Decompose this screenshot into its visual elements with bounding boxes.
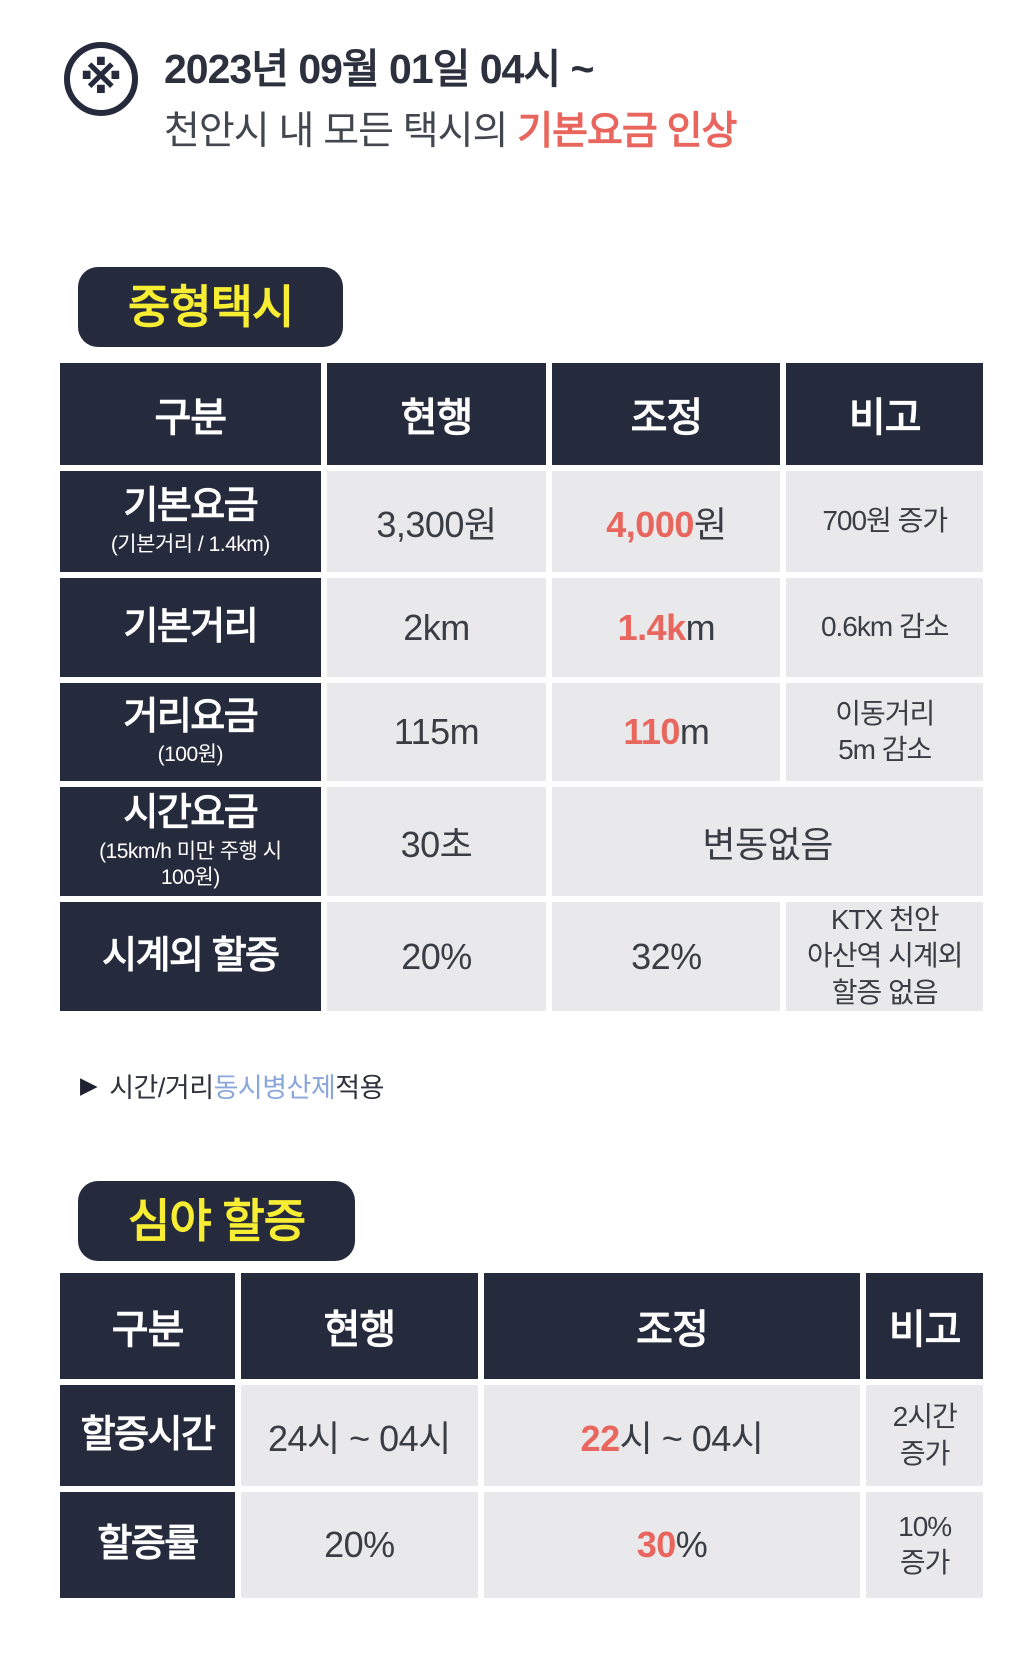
column-header-adjusted: 조정 bbox=[546, 357, 787, 471]
note-line: KTX 천안 bbox=[830, 904, 940, 935]
table-row-time-fare: 시간요금 (15km/h 미만 주행 시 100원) 30초 변동없음 bbox=[54, 781, 989, 902]
footnote-suffix: 적용 bbox=[335, 1073, 384, 1103]
notice-titles: 2023년 09월 01일 04시 ~ 천안시 내 모든 택시의 기본요금 인상 bbox=[164, 42, 737, 155]
column-header-current: 현행 bbox=[320, 357, 553, 471]
table-row-out-of-city-surcharge: 시계외 할증 20% 32% KTX 천안 아산역 시계외 할증 없음 bbox=[54, 895, 989, 1018]
cell-note: 700원 증가 bbox=[780, 465, 989, 578]
cell-current: 20% bbox=[235, 1486, 484, 1604]
late-night-surcharge-table: 구분 현행 조정 비고 할증시간 24시 ~ 04시 22시 ~ 04시 2시간… bbox=[53, 1267, 989, 1604]
notice-subtitle: 천안시 내 모든 택시의 기본요금 인상 bbox=[164, 110, 737, 155]
reference-mark-glyph: ※ bbox=[79, 54, 123, 103]
note-line: 700원 증가 bbox=[822, 505, 948, 537]
reference-mark-icon: ※ bbox=[64, 42, 138, 116]
row-label: 할증시간 bbox=[53, 1379, 242, 1492]
triangle-bullet-icon: ▶ bbox=[80, 1072, 98, 1098]
notice-header: ※ 2023년 09월 01일 04시 ~ 천안시 내 모든 택시의 기본요금 … bbox=[64, 42, 737, 155]
row-label-sub: 100원) bbox=[160, 865, 220, 889]
cell-adjusted: 30% bbox=[477, 1486, 867, 1604]
medium-taxi-fare-table: 구분 현행 조정 비고 기본요금 (기본거리 / 1.4km) 3,300원 4… bbox=[54, 357, 989, 1018]
table-row-base-distance: 기본거리 2km 1.4km 0.6km 감소 bbox=[54, 572, 989, 683]
column-header-adjusted: 조정 bbox=[477, 1267, 867, 1385]
table-row-surcharge-hours: 할증시간 24시 ~ 04시 22시 ~ 04시 2시간 증가 bbox=[53, 1379, 989, 1492]
adjusted-value-unit: 원 bbox=[693, 503, 727, 545]
note-line: 2시간 bbox=[892, 1401, 958, 1433]
row-label-main: 시간요금 bbox=[123, 791, 258, 834]
row-label-sub: (기본거리 / 1.4km) bbox=[110, 532, 270, 556]
row-label-main: 기본요금 bbox=[123, 485, 258, 528]
cell-adjusted: 22시 ~ 04시 bbox=[477, 1379, 867, 1492]
adjusted-value-highlight: 4,000 bbox=[606, 503, 694, 545]
row-label-sub: (100원) bbox=[157, 743, 224, 767]
row-label-main: 할증률 bbox=[97, 1523, 199, 1566]
adjusted-value-unit: m bbox=[679, 711, 710, 752]
table-row-base-fare: 기본요금 (기본거리 / 1.4km) 3,300원 4,000원 700원 증… bbox=[54, 465, 989, 578]
table-header-row: 구분 현행 조정 비고 bbox=[53, 1267, 989, 1385]
column-header-note: 비고 bbox=[860, 1267, 989, 1385]
cell-current: 20% bbox=[320, 895, 553, 1018]
badge-medium-taxi: 중형택시 bbox=[78, 267, 344, 347]
notice-date-title: 2023년 09월 01일 04시 ~ bbox=[164, 46, 594, 92]
row-label-main: 시계외 할증 bbox=[102, 934, 280, 977]
adjusted-value-highlight: 30 bbox=[636, 1524, 677, 1565]
column-header-note: 비고 bbox=[780, 357, 989, 471]
cell-current: 24시 ~ 04시 bbox=[235, 1379, 484, 1492]
row-label-main: 기본거리 bbox=[123, 605, 258, 648]
cell-note: 10% 증가 bbox=[860, 1486, 989, 1604]
row-label: 시계외 할증 bbox=[54, 895, 327, 1018]
note-line: 할증 없음 bbox=[831, 976, 939, 1008]
footnote-term-link: 동시병산제 bbox=[213, 1073, 336, 1103]
row-label-main: 할증시간 bbox=[80, 1413, 216, 1456]
note-line: 0.6km 감소 bbox=[820, 611, 950, 643]
note-line: 이동거리 bbox=[835, 697, 935, 729]
column-header-current: 현행 bbox=[235, 1267, 484, 1385]
note-line: 아산역 시계외 bbox=[807, 940, 963, 972]
cell-note: 0.6km 감소 bbox=[780, 572, 989, 683]
adjusted-value-unit: % bbox=[675, 1524, 708, 1565]
cell-merged-no-change: 변동없음 bbox=[546, 781, 989, 902]
row-label: 할증률 bbox=[53, 1486, 242, 1604]
note-line: 10% bbox=[898, 1510, 952, 1542]
row-label-sub: (15km/h 미만 주행 시 bbox=[99, 839, 282, 863]
row-label: 시간요금 (15km/h 미만 주행 시 100원) bbox=[54, 781, 327, 902]
cell-note: 이동거리 5m 감소 bbox=[780, 677, 989, 787]
adjusted-value-highlight: 110 bbox=[623, 711, 680, 752]
table-row-surcharge-rate: 할증률 20% 30% 10% 증가 bbox=[53, 1486, 989, 1604]
adjusted-value-highlight: 22 bbox=[580, 1417, 621, 1459]
note-line: 5m 감소 bbox=[838, 734, 932, 765]
cell-current: 30초 bbox=[320, 781, 553, 902]
cell-adjusted: 32% bbox=[546, 895, 787, 1018]
cell-adjusted: 1.4km bbox=[546, 572, 787, 683]
adjusted-value-unit: m bbox=[685, 606, 716, 648]
column-header-category: 구분 bbox=[53, 1267, 242, 1385]
cell-adjusted: 110m bbox=[546, 677, 787, 787]
row-label: 기본요금 (기본거리 / 1.4km) bbox=[54, 465, 327, 578]
table-row-distance-fare: 거리요금 (100원) 115m 110m 이동거리 5m 감소 bbox=[54, 677, 989, 787]
cell-current: 3,300원 bbox=[320, 465, 553, 578]
row-label-main: 거리요금 bbox=[123, 695, 258, 738]
note-line: 증가 bbox=[899, 1437, 951, 1469]
column-header-category: 구분 bbox=[54, 357, 327, 471]
row-label: 거리요금 (100원) bbox=[54, 677, 327, 787]
notice-subtitle-prefix: 천안시 내 모든 택시의 bbox=[164, 110, 518, 154]
row-label: 기본거리 bbox=[54, 572, 327, 683]
cell-current: 115m bbox=[320, 677, 553, 787]
cell-current: 2km bbox=[320, 572, 553, 683]
adjusted-value-highlight: 1.4k bbox=[617, 606, 687, 648]
footnote: ▶ 시간/거리 동시병산제 적용 bbox=[80, 1066, 384, 1105]
note-line: 증가 bbox=[899, 1547, 951, 1578]
badge-late-night-surcharge: 심야 할증 bbox=[78, 1181, 356, 1261]
footnote-prefix: 시간/거리 bbox=[109, 1073, 214, 1103]
cell-note: 2시간 증가 bbox=[860, 1379, 989, 1492]
cell-note: KTX 천안 아산역 시계외 할증 없음 bbox=[780, 895, 989, 1018]
cell-adjusted: 4,000원 bbox=[546, 465, 787, 578]
adjusted-value-unit: 시 ~ 04시 bbox=[619, 1417, 764, 1459]
fare-increase-highlight: 기본요금 인상 bbox=[517, 110, 737, 154]
table-header-row: 구분 현행 조정 비고 bbox=[54, 357, 989, 471]
